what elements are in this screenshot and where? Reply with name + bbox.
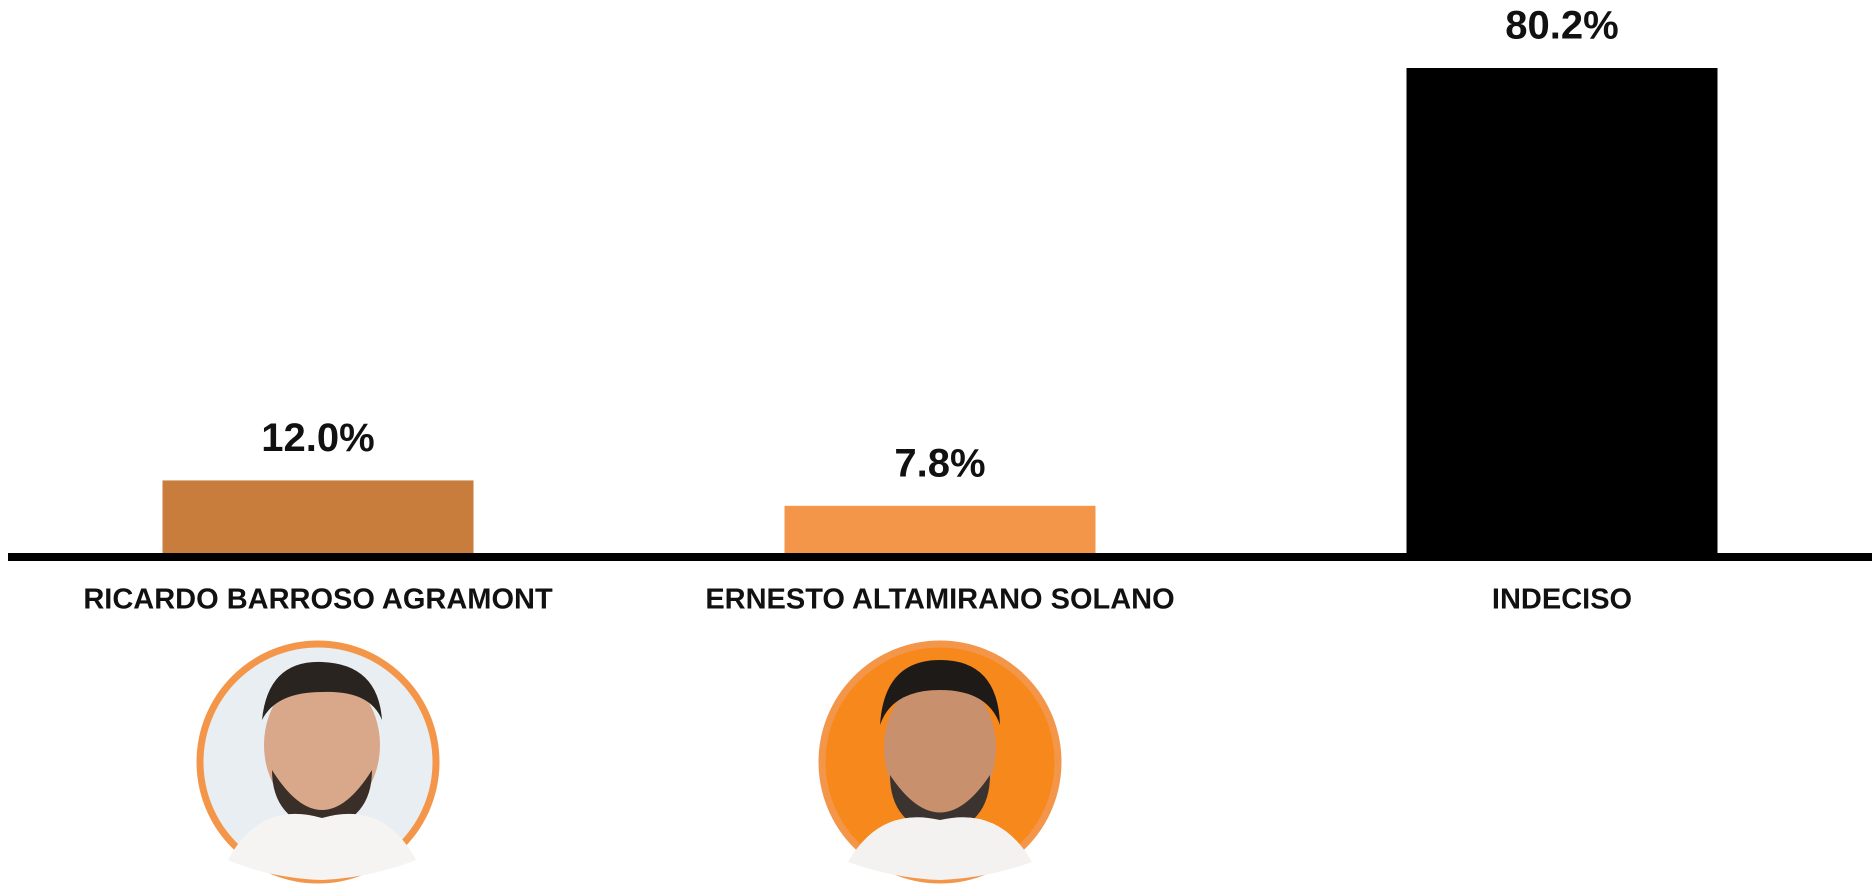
value-label: 80.2% — [1505, 4, 1618, 48]
value-label: 12.0% — [261, 416, 374, 460]
category-label: ERNESTO ALTAMIRANO SOLANO — [705, 584, 1174, 616]
avatar — [200, 644, 436, 880]
bar — [163, 480, 474, 553]
category-label: RICARDO BARROSO AGRAMONT — [83, 584, 553, 616]
category-label: INDECISO — [1492, 584, 1632, 616]
bar — [785, 506, 1096, 553]
chart: 12.0% RICARDO BARROSO AGRAMONT 7.8% ERNESTO… — [0, 0, 1874, 886]
value-label: 7.8% — [894, 441, 985, 485]
avatar — [822, 644, 1058, 880]
page: 12.0% RICARDO BARROSO AGRAMONT 7.8% ERNESTO… — [0, 0, 1874, 886]
bar — [1407, 68, 1718, 553]
